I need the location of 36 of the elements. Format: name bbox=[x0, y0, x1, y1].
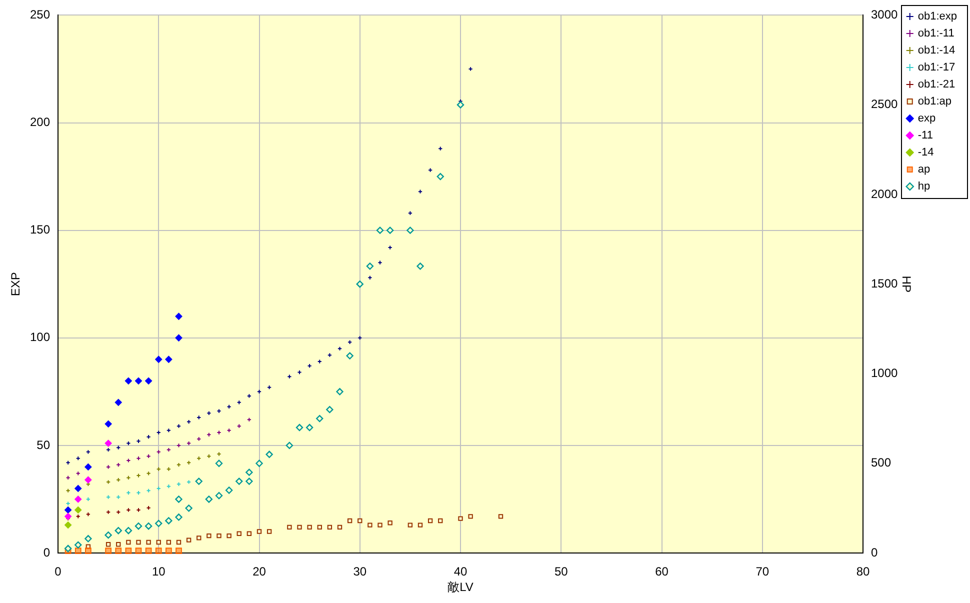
legend-label: ap bbox=[918, 164, 930, 176]
legend-label: ob1:-11 bbox=[918, 28, 954, 40]
y-tick-label: 250 bbox=[30, 8, 50, 22]
legend-label: hp bbox=[918, 180, 930, 193]
legend-label: ob1:ap bbox=[918, 96, 952, 108]
y-tick-label: 150 bbox=[30, 222, 50, 237]
y2-axis-title: HP bbox=[899, 276, 914, 292]
x-tick-label: 20 bbox=[252, 564, 266, 579]
legend-label: ob1:-21 bbox=[918, 78, 956, 91]
y-tick-label: 50 bbox=[36, 438, 50, 452]
y-axis-title: EXP bbox=[8, 272, 23, 296]
x-tick-label: 80 bbox=[856, 564, 870, 579]
y-tick-label: 0 bbox=[43, 545, 50, 560]
legend-label: -14 bbox=[918, 146, 934, 159]
x-tick-label: 50 bbox=[554, 564, 568, 579]
legend-label: exp bbox=[918, 112, 936, 125]
legend-label: ob1:-17 bbox=[918, 62, 956, 74]
x-tick-label: 70 bbox=[756, 564, 770, 579]
legend-label: -11 bbox=[918, 130, 933, 142]
legend-label: ob1:exp bbox=[918, 10, 958, 23]
x-tick-label: 10 bbox=[152, 564, 166, 579]
y2-tick-label: 2500 bbox=[871, 97, 898, 112]
y-tick-label: 100 bbox=[30, 330, 50, 344]
y2-tick-label: 2000 bbox=[871, 186, 898, 201]
y2-tick-label: 0 bbox=[871, 545, 878, 560]
y2-tick-label: 1500 bbox=[871, 276, 898, 290]
y2-tick-label: 500 bbox=[871, 456, 892, 470]
y2-tick-label: 3000 bbox=[871, 8, 898, 22]
x-tick-label: 30 bbox=[353, 564, 367, 579]
x-tick-label: 60 bbox=[655, 564, 669, 579]
x-axis-title: 敵LV bbox=[448, 580, 474, 594]
x-tick-label: 40 bbox=[454, 564, 468, 579]
x-tick-label: 0 bbox=[54, 564, 62, 579]
legend-label: ob1:-14 bbox=[918, 44, 956, 57]
y-tick-label: 200 bbox=[30, 115, 50, 130]
y2-tick-label: 1000 bbox=[871, 366, 898, 380]
